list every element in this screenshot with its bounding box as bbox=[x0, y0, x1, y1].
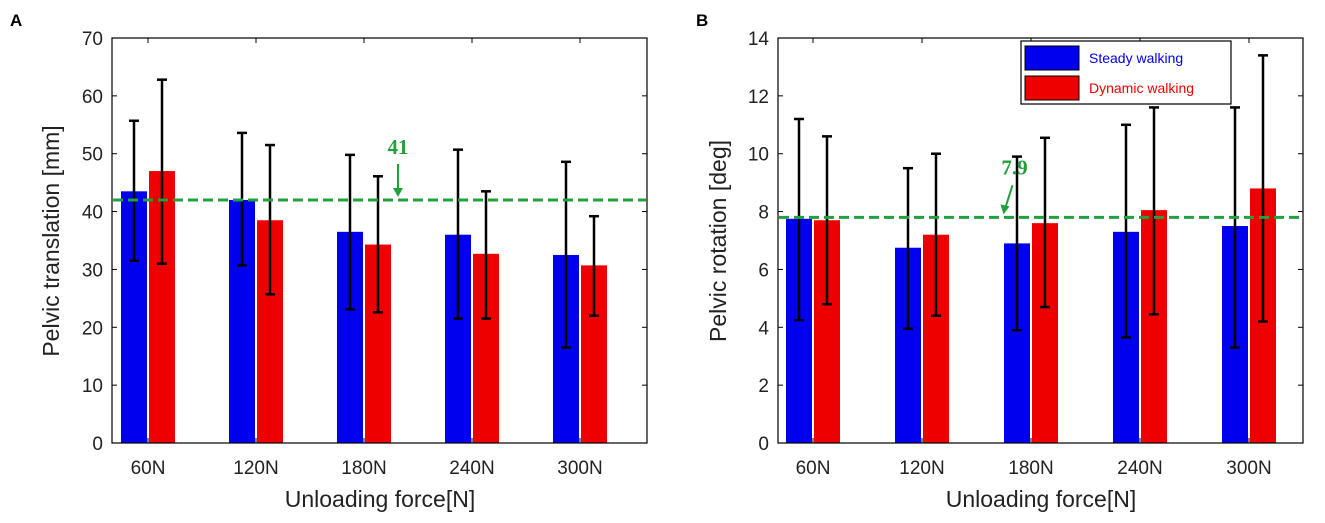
panel-b-x-tick-label: 120N bbox=[899, 458, 944, 479]
panel-b-errorbar-steady-walking-120n bbox=[903, 166, 913, 330]
panel-a-x-tick-label: 300N bbox=[557, 458, 602, 479]
panel-b-errorbar-steady-walking-180n bbox=[1012, 155, 1022, 332]
panel-a-errorbar-steady-walking-240n bbox=[453, 148, 463, 320]
panel-b-annotation-arrowhead bbox=[1000, 204, 1010, 215]
panel-b-x-tick-label: 240N bbox=[1117, 458, 1162, 479]
panel-b-errorbar-dynamic-walking-180n bbox=[1040, 136, 1050, 309]
panel-a-errorbar-steady-walking-180n bbox=[345, 153, 355, 311]
panel-b-x-axis-label: Unloading force[N] bbox=[946, 486, 1137, 512]
panel-a-y-tick-label: 20 bbox=[82, 318, 103, 339]
panel-a-x-axis-label: Unloading force[N] bbox=[285, 486, 476, 512]
panel-b-errorbar-dynamic-walking-120n bbox=[931, 152, 941, 317]
panel-a-errorbar-dynamic-walking-300n bbox=[589, 214, 599, 317]
panel-b-y-tick-label: 10 bbox=[748, 145, 769, 166]
panel-a-x-tick-label: 60N bbox=[131, 458, 166, 479]
panel-b-x-tick-label: 60N bbox=[796, 458, 831, 479]
legend-swatch-dynamic-walking bbox=[1024, 75, 1080, 101]
panel-a-y-tick-label: 60 bbox=[82, 87, 103, 108]
panel-a-y-tick-label: 0 bbox=[92, 434, 103, 455]
panel-a-axes-box bbox=[111, 37, 648, 444]
panel-a-y-axis-label: Pelvic translation [mm] bbox=[38, 125, 64, 356]
panel-b-y-tick-label: 14 bbox=[748, 29, 770, 50]
panel-b-plot: 60N 120N 180N 240N 300N 0 2 4 6 8 10 12 14 7.9 Steady … bbox=[748, 29, 1304, 479]
panel-b-y-tick-label: 2 bbox=[758, 376, 769, 397]
panel-a-y-tick-label: 30 bbox=[82, 260, 103, 281]
panel-a-annotation-label: 41 bbox=[388, 135, 409, 159]
panel-b-annotation-label: 7.9 bbox=[1001, 155, 1027, 179]
panel-a-x-tick-label: 240N bbox=[449, 458, 494, 479]
panel-b-y-tick-label: 0 bbox=[758, 434, 769, 455]
panel-b-axes-box bbox=[777, 37, 1304, 444]
legend-label-dynamic-walking: Dynamic walking bbox=[1089, 80, 1194, 96]
panel-a-x-tick-label: 120N bbox=[233, 458, 278, 479]
panel-b-y-tick-label: 8 bbox=[758, 203, 769, 224]
panel-a-y-tick-label: 40 bbox=[82, 203, 103, 224]
panel-b-errorbar-steady-walking-60n bbox=[794, 117, 804, 322]
panel-b-errorbar-steady-walking-240n bbox=[1121, 123, 1131, 339]
panel-a-y-tick-label: 50 bbox=[82, 145, 103, 166]
panel-b-x-tick-label: 180N bbox=[1008, 458, 1053, 479]
panel-b-errorbar-dynamic-walking-60n bbox=[822, 135, 832, 306]
panel-b-annotation-arrow-shaft bbox=[1004, 185, 1014, 208]
panel-a-annotation-arrowhead bbox=[393, 188, 403, 197]
panel-b-y-tick-label: 12 bbox=[748, 87, 769, 108]
panel-b-legend: Steady walking Dynamic walking bbox=[1020, 40, 1232, 105]
panel-letter-b: B bbox=[696, 11, 708, 30]
legend-label-steady-walking: Steady walking bbox=[1089, 50, 1183, 66]
panel-b-errorbar-dynamic-walking-300n bbox=[1258, 54, 1268, 323]
panel-b-errorbar-steady-walking-300n bbox=[1230, 106, 1240, 349]
panel-a-errorbar-dynamic-walking-60n bbox=[157, 78, 167, 265]
panel-b-y-tick-label: 4 bbox=[758, 318, 769, 339]
legend-swatch-steady-walking bbox=[1024, 45, 1080, 71]
panel-b: B 60N 120N 180N 240N 300N 0 2 4 6 8 10 12 14 7.9 Stead… bbox=[696, 11, 1304, 512]
panel-a-plot: 60N 120N 180N 240N 300N 0 10 20 30 40 50 60 70 41 bbox=[82, 29, 648, 479]
panel-a-errorbar-steady-walking-60n bbox=[129, 119, 139, 262]
panel-a: A 60N 120N 180N 240N 300N 0 10 20 30 40 50 60 70 41 U… bbox=[10, 11, 648, 512]
panel-a-y-tick-label: 70 bbox=[82, 29, 103, 50]
panel-b-y-tick-label: 6 bbox=[758, 260, 769, 281]
panel-a-y-tick-label: 10 bbox=[82, 376, 103, 397]
panel-b-errorbar-dynamic-walking-240n bbox=[1149, 106, 1159, 316]
panel-a-x-tick-label: 180N bbox=[341, 458, 386, 479]
panel-letter-a: A bbox=[10, 11, 22, 30]
panel-a-errorbar-dynamic-walking-240n bbox=[481, 190, 491, 320]
panel-a-errorbar-dynamic-walking-120n bbox=[265, 143, 275, 296]
panel-b-x-tick-label: 300N bbox=[1226, 458, 1271, 479]
panel-b-y-axis-label: Pelvic rotation [deg] bbox=[705, 140, 731, 342]
panel-a-errorbar-steady-walking-300n bbox=[561, 160, 571, 349]
